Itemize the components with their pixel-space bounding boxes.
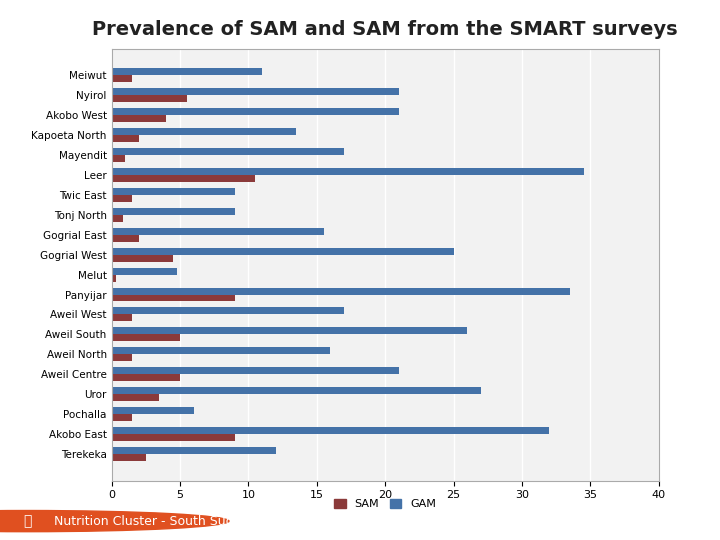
Bar <box>112 235 139 242</box>
Bar <box>112 347 330 354</box>
Bar <box>112 128 297 135</box>
Bar <box>112 327 467 334</box>
Bar <box>112 427 549 434</box>
Bar <box>112 434 235 441</box>
Bar <box>112 108 399 115</box>
Bar <box>112 307 344 314</box>
Bar <box>112 414 132 421</box>
Bar <box>112 148 344 155</box>
Bar <box>112 394 160 401</box>
Bar <box>112 188 235 195</box>
Bar <box>112 367 399 374</box>
Bar <box>112 228 324 235</box>
Bar <box>112 387 481 394</box>
Bar <box>112 287 570 294</box>
Bar <box>112 447 276 454</box>
Bar <box>112 155 125 162</box>
Bar <box>112 255 173 261</box>
Bar <box>112 354 132 361</box>
Bar <box>112 294 235 301</box>
Bar <box>112 334 180 341</box>
Bar <box>112 248 454 255</box>
Bar <box>112 95 187 102</box>
Text: Nutrition Cluster - South Sudan: Nutrition Cluster - South Sudan <box>54 515 249 528</box>
Bar <box>112 274 116 281</box>
Bar <box>112 88 399 95</box>
Bar <box>112 215 122 222</box>
Bar <box>112 168 584 175</box>
Circle shape <box>0 510 229 532</box>
Bar <box>112 268 177 274</box>
Legend: SAM, GAM: SAM, GAM <box>330 495 441 514</box>
Bar <box>112 374 180 381</box>
Bar <box>112 407 194 414</box>
Text: 💀: 💀 <box>23 514 32 528</box>
Bar <box>112 115 166 122</box>
Bar <box>112 68 262 75</box>
Bar <box>112 314 132 321</box>
Bar <box>112 135 139 142</box>
Title: Prevalence of SAM and SAM from the SMART surveys: Prevalence of SAM and SAM from the SMART… <box>92 20 678 39</box>
Bar <box>112 454 145 461</box>
Bar <box>112 75 132 82</box>
Bar <box>112 175 256 182</box>
Bar <box>112 195 132 202</box>
Bar <box>112 208 235 215</box>
